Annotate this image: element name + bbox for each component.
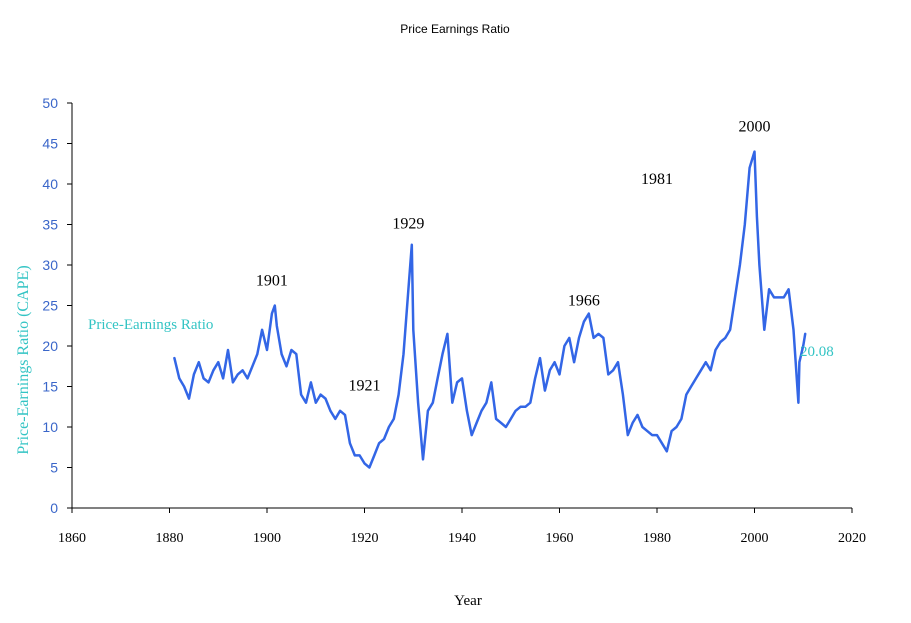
series-label: Price-Earnings Ratio [88, 317, 213, 333]
y-axis-ticks: 0 5 10 15 20 25 30 35 40 45 50 [42, 95, 72, 516]
y-tick-label: 10 [42, 419, 58, 435]
pe-ratio-line [173, 150, 807, 469]
x-tick-label: 1860 [58, 531, 86, 546]
y-tick-label: 25 [42, 298, 58, 314]
y-tick-label: 35 [42, 217, 58, 233]
y-tick-label: 30 [42, 257, 58, 273]
annotation-2000: 2000 [739, 118, 771, 135]
y-tick-label: 5 [50, 460, 58, 476]
annotation-1966: 1966 [568, 293, 600, 310]
y-tick-label: 20 [42, 338, 58, 354]
y-tick-label: 15 [42, 379, 58, 395]
x-tick-label: 1900 [253, 531, 281, 546]
x-tick-label: 2000 [741, 531, 769, 546]
x-tick-label: 1920 [351, 531, 379, 546]
y-axis-label: Price-Earnings Ratio (CAPE) [15, 265, 32, 454]
x-tick-label: 1980 [643, 531, 671, 546]
annotation-1921: 1921 [349, 378, 381, 395]
y-tick-label: 40 [42, 176, 58, 192]
x-tick-label: 1880 [156, 531, 184, 546]
x-axis-label: Year [454, 593, 482, 609]
y-tick-label: 50 [42, 95, 58, 111]
y-tick-label: 45 [42, 136, 58, 152]
annotation-1929: 1929 [392, 216, 424, 233]
last-value-label: 20.08 [800, 344, 834, 360]
x-axis-ticks: 1860 1880 1900 1920 1940 1960 1980 2000 2020 [58, 508, 866, 546]
chart-title: Price Earnings Ratio [400, 22, 510, 36]
x-tick-label: 2020 [838, 531, 866, 546]
annotation-1901: 1901 [256, 272, 288, 289]
x-tick-label: 1960 [546, 531, 574, 546]
annotation-1981: 1981 [641, 171, 673, 188]
y-tick-label: 0 [50, 500, 58, 516]
year-annotations: 1901 1921 1929 1966 1981 2000 [256, 118, 771, 394]
x-tick-label: 1940 [448, 531, 476, 546]
